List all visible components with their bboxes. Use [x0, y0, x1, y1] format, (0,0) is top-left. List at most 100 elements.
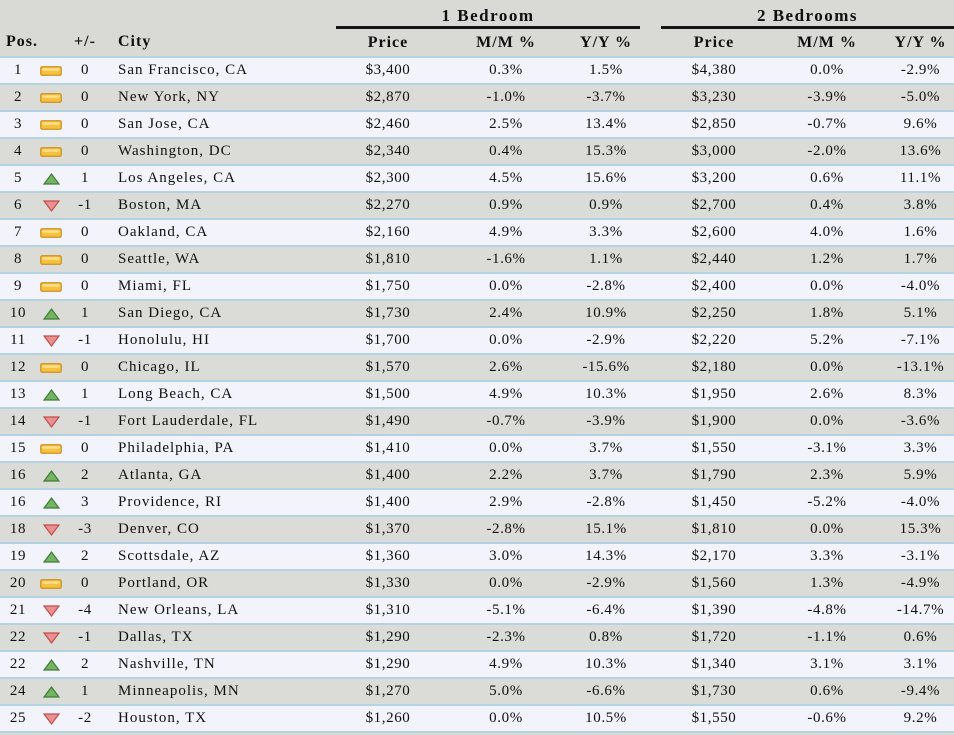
column-header-br1-mm: M/M %	[440, 27, 572, 58]
br1-price-cell: $1,750	[336, 273, 440, 301]
change-cell: 0	[66, 84, 104, 112]
rank-cell: 7	[0, 219, 36, 247]
br2-yy-cell: 5.9%	[887, 462, 954, 490]
br2-price-cell: $1,390	[661, 597, 767, 625]
br2-mm-cell: -2.0%	[767, 138, 887, 166]
group-gap	[640, 0, 661, 28]
city-cell: Miami, FL	[104, 273, 336, 301]
up-triangle-icon	[42, 388, 60, 401]
br1-mm-cell: -1.6%	[440, 246, 572, 274]
change-cell: 0	[66, 570, 104, 598]
table-row: 9 0 Miami, FL $1,750 0.0% -2.8% $2,400 0…	[0, 273, 954, 301]
rank-cell: 1	[0, 57, 36, 85]
br2-price-cell: $1,730	[661, 678, 767, 706]
br2-yy-cell: 5.1%	[887, 300, 954, 328]
change-cell: -2	[66, 705, 104, 733]
change-cell: 0	[66, 57, 104, 85]
rank-cell: 12	[0, 354, 36, 382]
city-cell: Nashville, TN	[104, 651, 336, 679]
rank-cell: 9	[0, 273, 36, 301]
city-cell: Portland, OR	[104, 570, 336, 598]
table-row: 6 -1 Boston, MA $2,270 0.9% 0.9% $2,700 …	[0, 192, 954, 220]
city-cell: Providence, RI	[104, 489, 336, 517]
rank-cell: 25	[0, 705, 36, 733]
city-cell: Atlanta, GA	[104, 462, 336, 490]
rank-cell: 20	[0, 570, 36, 598]
trend-cell	[36, 138, 66, 166]
br1-price-cell: $2,270	[336, 192, 440, 220]
br1-price-cell: $1,400	[336, 462, 440, 490]
br1-yy-cell: -6.4%	[572, 597, 640, 625]
trend-cell	[36, 435, 66, 463]
br1-yy-cell: -2.8%	[572, 489, 640, 517]
change-cell: -1	[66, 327, 104, 355]
down-triangle-icon	[42, 604, 60, 617]
br1-yy-cell: 1.1%	[572, 246, 640, 274]
br1-yy-cell: -2.9%	[572, 570, 640, 598]
br1-price-cell: $2,300	[336, 165, 440, 193]
group-header-1-bedroom: 1 Bedroom	[336, 0, 640, 29]
city-cell: Scottsdale, AZ	[104, 543, 336, 571]
br1-price-cell: $1,310	[336, 597, 440, 625]
change-cell: 0	[66, 246, 104, 274]
rank-cell: 24	[0, 678, 36, 706]
up-triangle-icon	[42, 496, 60, 509]
br1-price-cell: $1,410	[336, 435, 440, 463]
br1-yy-cell: -3.7%	[572, 84, 640, 112]
down-triangle-icon	[42, 523, 60, 536]
change-cell: -1	[66, 408, 104, 436]
change-cell: 2	[66, 543, 104, 571]
br2-mm-cell: 1.8%	[767, 300, 887, 328]
gap-cell	[640, 273, 661, 301]
flat-dash-icon	[40, 443, 62, 454]
br1-mm-cell: -0.7%	[440, 408, 572, 436]
change-cell: 0	[66, 111, 104, 139]
br2-price-cell: $2,440	[661, 246, 767, 274]
change-cell: -3	[66, 516, 104, 544]
table-row: 7 0 Oakland, CA $2,160 4.9% 3.3% $2,600 …	[0, 219, 954, 247]
br1-yy-cell: 0.8%	[572, 624, 640, 652]
table-header: 1 Bedroom 2 Bedrooms Pos. +/- City Price…	[0, 0, 954, 58]
table-row: 8 0 Seattle, WA $1,810 -1.6% 1.1% $2,440…	[0, 246, 954, 274]
trend-cell	[36, 57, 66, 85]
br2-yy-cell: -4.0%	[887, 489, 954, 517]
br2-price-cell: $3,000	[661, 138, 767, 166]
br2-mm-cell: 4.0%	[767, 219, 887, 247]
trend-cell	[36, 624, 66, 652]
table-row: 5 1 Los Angeles, CA $2,300 4.5% 15.6% $3…	[0, 165, 954, 193]
column-header-br1-price: Price	[336, 27, 440, 58]
rank-cell: 10	[0, 300, 36, 328]
table-row: 12 0 Chicago, IL $1,570 2.6% -15.6% $2,1…	[0, 354, 954, 382]
city-cell: Seattle, WA	[104, 246, 336, 274]
change-cell: -1	[66, 192, 104, 220]
table-row: 24 1 Minneapolis, MN $1,270 5.0% -6.6% $…	[0, 678, 954, 706]
rank-cell: 18	[0, 516, 36, 544]
br1-yy-cell: 10.5%	[572, 705, 640, 733]
br2-mm-cell: 3.1%	[767, 651, 887, 679]
rank-cell: 22	[0, 624, 36, 652]
br2-mm-cell: 0.0%	[767, 354, 887, 382]
city-cell: New York, NY	[104, 84, 336, 112]
br2-price-cell: $2,220	[661, 327, 767, 355]
change-cell: 0	[66, 354, 104, 382]
br1-yy-cell: 13.4%	[572, 111, 640, 139]
trend-cell	[36, 111, 66, 139]
br2-price-cell: $1,790	[661, 462, 767, 490]
column-header-br2-price: Price	[661, 27, 767, 58]
trend-cell	[36, 678, 66, 706]
br2-mm-cell: 0.6%	[767, 165, 887, 193]
br1-mm-cell: 2.4%	[440, 300, 572, 328]
br1-yy-cell: -15.6%	[572, 354, 640, 382]
br1-price-cell: $1,570	[336, 354, 440, 382]
br1-yy-cell: 3.3%	[572, 219, 640, 247]
trend-cell	[36, 219, 66, 247]
gap-cell	[640, 462, 661, 490]
br2-mm-cell: -0.6%	[767, 705, 887, 733]
br2-yy-cell: -7.1%	[887, 327, 954, 355]
change-cell: 0	[66, 435, 104, 463]
br2-mm-cell: -5.2%	[767, 489, 887, 517]
br2-yy-cell: 3.3%	[887, 435, 954, 463]
up-triangle-icon	[42, 307, 60, 320]
trend-cell	[36, 165, 66, 193]
flat-dash-icon	[40, 65, 62, 76]
